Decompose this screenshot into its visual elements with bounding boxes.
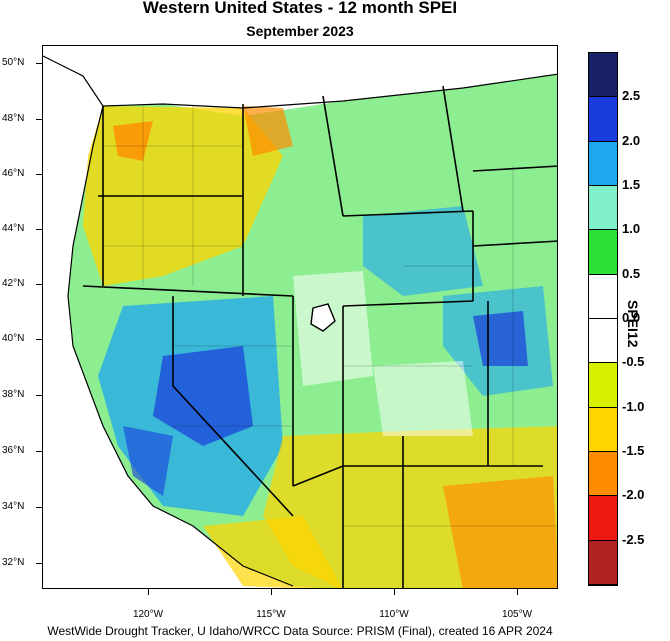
lat-tick: [36, 229, 42, 230]
lon-label: 105°W: [501, 609, 533, 620]
lat-label: 48°N: [2, 113, 25, 124]
colorbar-tick-label: 0.0: [622, 310, 641, 325]
lon-tick: [517, 589, 518, 595]
lon-label: 120°W: [132, 609, 164, 620]
lon-label: 115°W: [256, 609, 286, 620]
lat-tick: [36, 284, 42, 285]
lat-label: 40°N: [2, 333, 25, 344]
map-subtitle: September 2023: [246, 23, 354, 39]
lon-tick: [148, 589, 149, 595]
lat-tick: [36, 63, 42, 64]
colorbar-bin: [589, 363, 617, 408]
colorbar-bin: [589, 319, 617, 364]
colorbar-bin: [589, 452, 617, 497]
colorbar-bin: [589, 186, 617, 231]
colorbar-tick-label: 2.0: [622, 132, 641, 148]
lat-label: 32°N: [2, 557, 25, 568]
lat-label: 36°N: [2, 445, 25, 456]
colorbar-bin: [589, 540, 617, 585]
colorbar-tick-label: -0.5: [622, 354, 645, 370]
colorbar-tick-label: -1.5: [622, 443, 645, 458]
lat-tick: [36, 507, 42, 508]
colorbar-bin: [589, 141, 617, 186]
lat-tick: [36, 395, 42, 396]
colorbar-title: SPEI12: [625, 300, 641, 348]
lat-label: 42°N: [2, 278, 25, 289]
colorbar-tick-label: 1.5: [622, 177, 641, 192]
lat-label: 38°N: [2, 389, 25, 400]
colorbar-bin: [589, 274, 617, 319]
colorbar-bin: [589, 407, 617, 452]
lat-label: 46°N: [2, 168, 25, 179]
lat-tick: [36, 563, 42, 564]
lon-label: 110°W: [379, 609, 409, 620]
colorbar-bin: [589, 53, 617, 98]
colorbar-bin: [589, 230, 617, 275]
colorbar-tick-label: 0.5: [622, 265, 641, 281]
lat-tick: [36, 339, 42, 340]
colorbar-tick-label: -2.5: [622, 531, 645, 547]
lon-tick: [271, 589, 272, 595]
lon-tick: [394, 589, 395, 595]
lat-label: 50°N: [2, 57, 25, 68]
lat-label: 44°N: [2, 223, 25, 234]
colorbar-tick-label: 1.0: [622, 221, 641, 237]
lat-tick: [36, 451, 42, 452]
map-title: Western United States - 12 month SPEI: [142, 0, 458, 17]
footer-credit: WestWide Drought Tracker, U Idaho/WRCC D…: [47, 624, 553, 638]
spei-map-canvas: [43, 46, 557, 588]
spei-map: [42, 45, 558, 589]
colorbar-tick-label: -2.0: [622, 487, 645, 503]
colorbar-tick-label: 2.5: [622, 88, 641, 104]
lat-label: 34°N: [2, 501, 25, 512]
lat-tick: [36, 119, 42, 120]
great-salt-lake: [310, 303, 336, 332]
lat-tick: [36, 174, 42, 175]
colorbar-tick-label: -1.0: [622, 398, 645, 414]
colorbar-bin: [589, 496, 617, 541]
colorbar: [588, 52, 618, 586]
colorbar-bin: [589, 97, 617, 142]
